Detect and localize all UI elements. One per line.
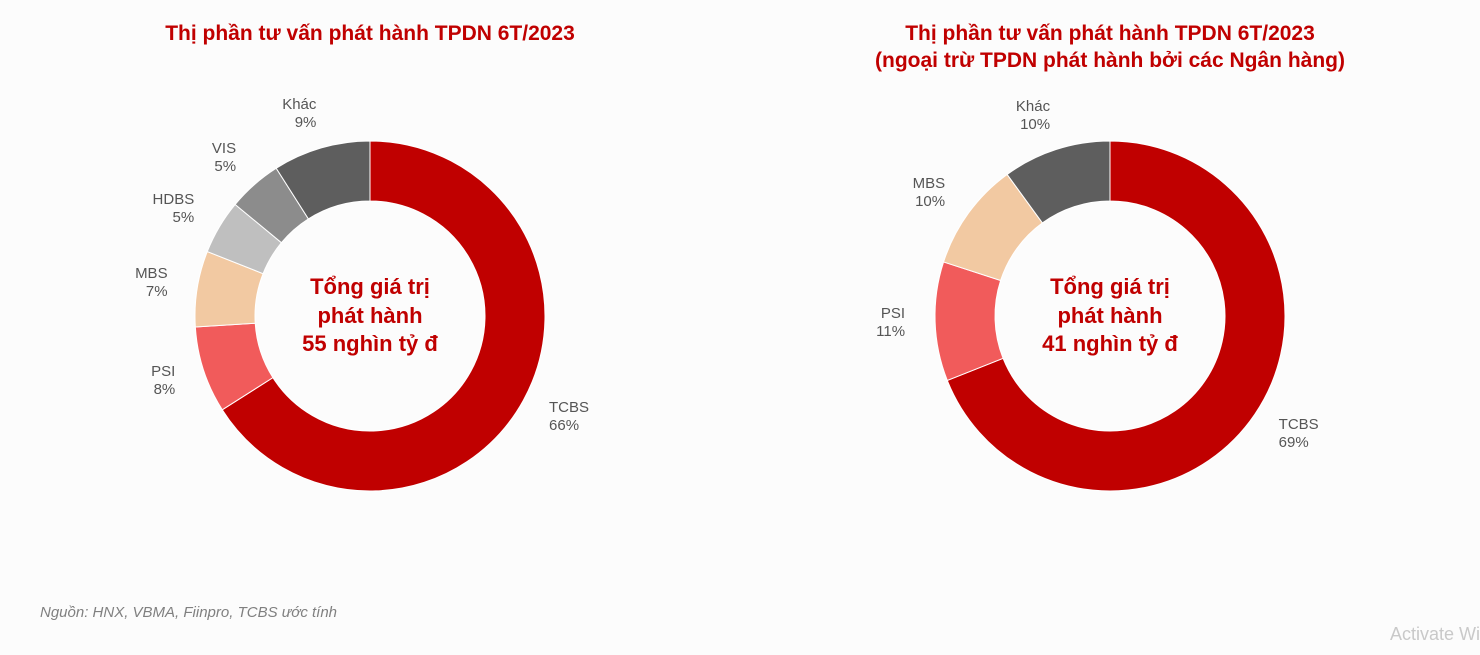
source-note: Nguồn: HNX, VBMA, Fiinpro, TCBS ước tính bbox=[40, 604, 337, 621]
center-line3-right: 41 nghìn tỷ đ bbox=[1000, 330, 1220, 359]
slice-label-psi: PSI11% bbox=[876, 305, 905, 341]
donut-wrap-right: Tổng giá trị phát hành 41 nghìn tỷ đ TCB… bbox=[850, 86, 1370, 546]
chart-title-right-line2: (ngoại trừ TPDN phát hành bởi các Ngân h… bbox=[875, 47, 1345, 74]
donut-center-right: Tổng giá trị phát hành 41 nghìn tỷ đ bbox=[1000, 273, 1220, 359]
chart-title-left-line1: Thị phần tư vấn phát hành TPDN 6T/2023 bbox=[165, 20, 575, 47]
center-line2-right: phát hành bbox=[1000, 302, 1220, 331]
center-line1-left: Tổng giá trị bbox=[260, 273, 480, 302]
slice-label-hdbs: HDBS5% bbox=[153, 191, 195, 227]
chart-panel-left: Thị phần tư vấn phát hành TPDN 6T/2023 T… bbox=[30, 20, 710, 546]
slice-psi bbox=[935, 262, 1003, 380]
slice-label-khác: Khác10% bbox=[1016, 98, 1050, 134]
chart-title-left: Thị phần tư vấn phát hành TPDN 6T/2023 bbox=[165, 20, 575, 76]
slice-label-vis: VIS5% bbox=[212, 140, 236, 176]
slice-label-tcbs: TCBS66% bbox=[549, 399, 589, 435]
chart-title-right-line1: Thị phần tư vấn phát hành TPDN 6T/2023 bbox=[875, 20, 1345, 47]
center-line3-left: 55 nghìn tỷ đ bbox=[260, 330, 480, 359]
slice-label-khác: Khác9% bbox=[282, 96, 316, 132]
chart-title-right: Thị phần tư vấn phát hành TPDN 6T/2023 (… bbox=[875, 20, 1345, 76]
watermark-text: Activate Wi bbox=[1390, 624, 1480, 645]
chart-panel-right: Thị phần tư vấn phát hành TPDN 6T/2023 (… bbox=[770, 20, 1450, 546]
charts-row: Thị phần tư vấn phát hành TPDN 6T/2023 T… bbox=[0, 0, 1480, 546]
donut-center-left: Tổng giá trị phát hành 55 nghìn tỷ đ bbox=[260, 273, 480, 359]
slice-label-psi: PSI8% bbox=[151, 363, 175, 399]
center-line2-left: phát hành bbox=[260, 302, 480, 331]
slice-label-mbs: MBS10% bbox=[913, 175, 946, 211]
donut-wrap-left: Tổng giá trị phát hành 55 nghìn tỷ đ TCB… bbox=[110, 86, 630, 546]
slice-label-tcbs: TCBS69% bbox=[1279, 416, 1319, 452]
slice-label-mbs: MBS7% bbox=[135, 265, 168, 301]
center-line1-right: Tổng giá trị bbox=[1000, 273, 1220, 302]
